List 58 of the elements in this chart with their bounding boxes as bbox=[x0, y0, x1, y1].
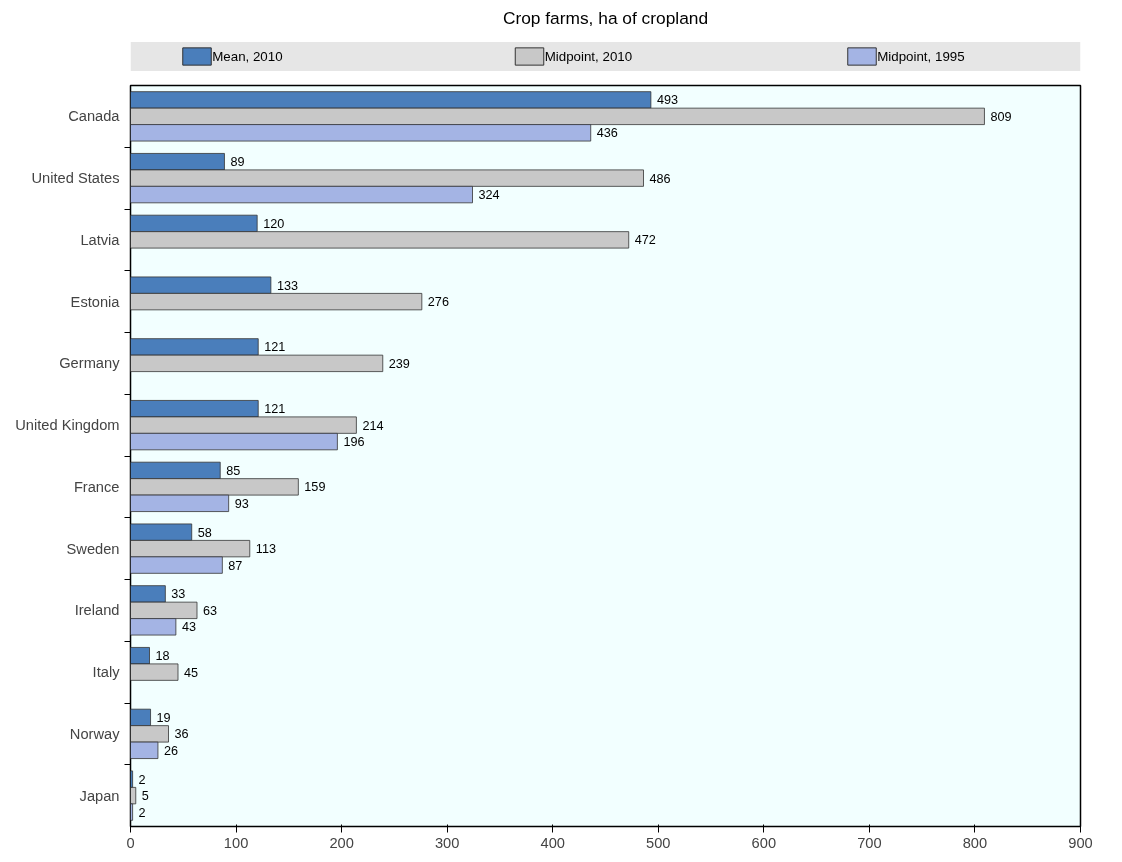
legend-label: Midpoint, 1995 bbox=[877, 49, 965, 64]
x-tick-label: 300 bbox=[434, 834, 460, 851]
data-label: 2 bbox=[138, 772, 146, 787]
y-tick-label: Norway bbox=[69, 725, 121, 742]
data-label: 85 bbox=[226, 463, 241, 478]
data-label: 63 bbox=[203, 603, 218, 618]
data-label: 87 bbox=[228, 558, 243, 573]
legend-label: Mean, 2010 bbox=[212, 49, 283, 64]
y-tick-label: Estonia bbox=[70, 293, 121, 310]
data-label: 43 bbox=[181, 620, 196, 635]
x-tick-label: 900 bbox=[1068, 834, 1093, 851]
data-label: 26 bbox=[163, 743, 179, 758]
data-label: 239 bbox=[388, 356, 410, 371]
y-tick-label: Italy bbox=[92, 664, 121, 681]
data-label: 121 bbox=[264, 340, 286, 355]
data-label: 113 bbox=[255, 542, 276, 557]
data-label: 33 bbox=[171, 587, 186, 602]
data-label: 809 bbox=[990, 109, 1012, 124]
y-tick-label: United Kingdom bbox=[15, 417, 120, 434]
data-label: 159 bbox=[304, 480, 326, 495]
data-label: 36 bbox=[174, 727, 189, 742]
y-tick-label: Germany bbox=[59, 355, 121, 372]
x-tick-label: 100 bbox=[223, 834, 249, 851]
data-label: 324 bbox=[478, 188, 500, 203]
data-label: 5 bbox=[141, 789, 149, 804]
data-label: 45 bbox=[184, 665, 199, 680]
y-tick-label: Ireland bbox=[74, 602, 120, 619]
x-tick-label: 200 bbox=[329, 834, 354, 851]
data-label: 196 bbox=[343, 435, 365, 450]
data-label: 19 bbox=[156, 710, 171, 725]
y-tick-label: France bbox=[73, 478, 120, 495]
x-tick-label: 700 bbox=[857, 834, 882, 851]
y-tick-label: Japan bbox=[79, 787, 120, 804]
data-label: 214 bbox=[362, 418, 384, 433]
x-tick-label: 500 bbox=[646, 834, 671, 851]
y-tick-label: Latvia bbox=[80, 231, 121, 248]
data-label: 18 bbox=[155, 649, 170, 664]
y-tick-label: Sweden bbox=[66, 540, 120, 557]
legend-label: Midpoint, 2010 bbox=[544, 49, 633, 64]
data-label: 93 bbox=[234, 496, 249, 511]
chart-title: Crop farms, ha of cropland bbox=[502, 7, 709, 28]
data-label: 493 bbox=[656, 93, 679, 108]
data-label: 486 bbox=[649, 171, 671, 186]
data-label: 276 bbox=[427, 295, 449, 310]
x-tick-label: 800 bbox=[962, 834, 988, 851]
data-label: 120 bbox=[263, 216, 285, 231]
data-label: 58 bbox=[197, 525, 212, 540]
x-tick-label: 600 bbox=[751, 834, 777, 851]
x-tick-label: 400 bbox=[540, 834, 565, 851]
data-label: 2 bbox=[138, 805, 146, 820]
y-tick-label: United States bbox=[31, 170, 120, 187]
data-label: 89 bbox=[230, 155, 245, 170]
data-label: 472 bbox=[634, 233, 656, 248]
data-label: 133 bbox=[276, 278, 299, 293]
y-tick-label: Canada bbox=[68, 108, 121, 125]
data-label: 436 bbox=[596, 126, 618, 141]
x-tick-label: 0 bbox=[126, 834, 135, 851]
data-label: 121 bbox=[264, 402, 286, 417]
